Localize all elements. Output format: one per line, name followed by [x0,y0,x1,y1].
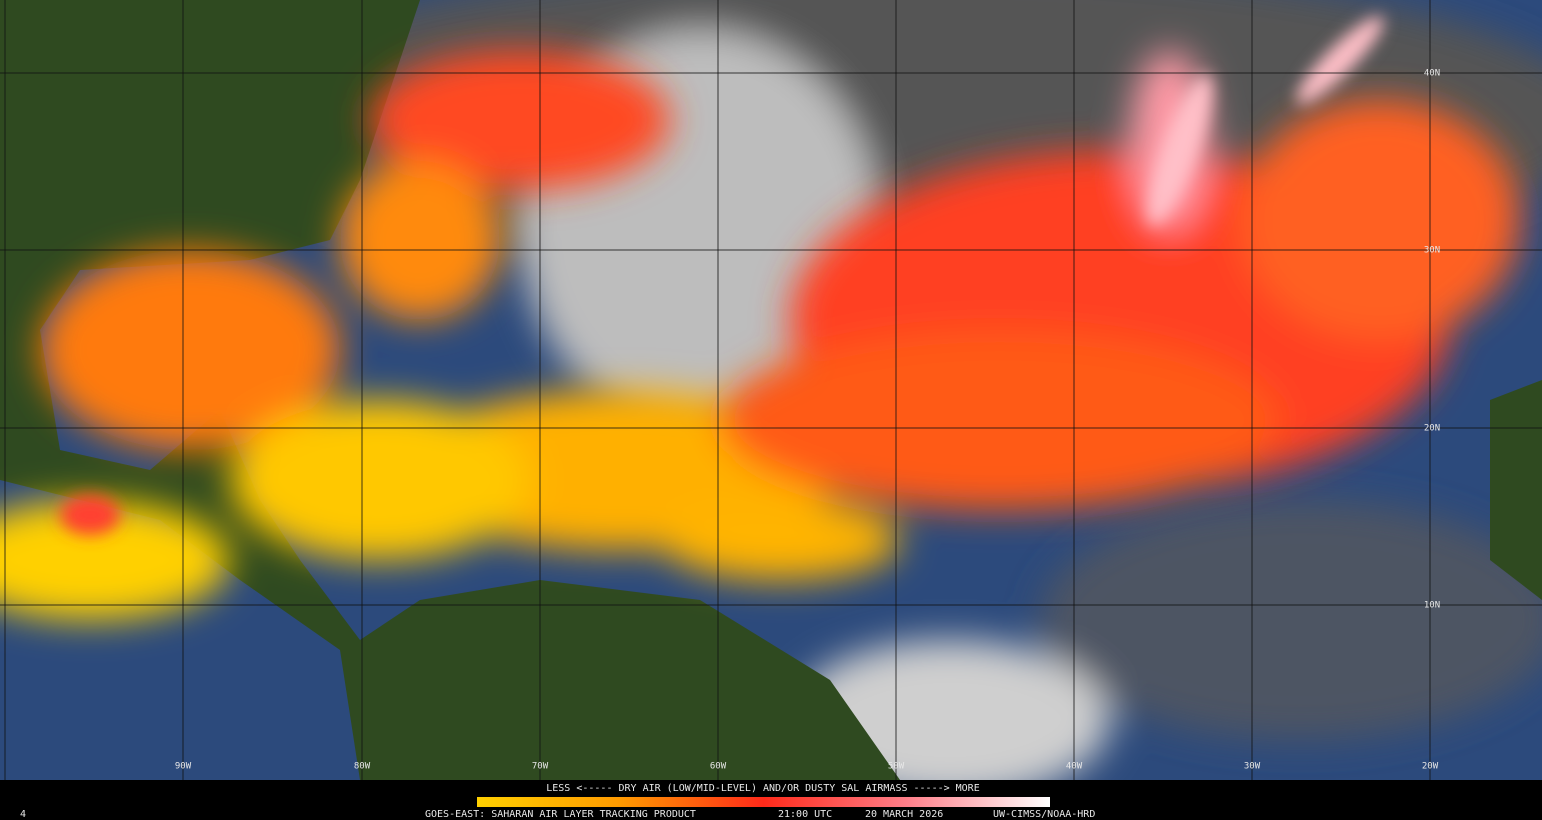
color-bar [477,797,1050,807]
credit: UW-CIMSS/NOAA-HRD [993,809,1095,820]
dust-layer [0,50,1520,620]
latitude-label: 30N [1424,246,1440,256]
longitude-label: 50W [888,762,905,772]
graticule [0,0,1542,780]
latitude-label: 10N [1424,601,1440,611]
longitude-label: 40W [1066,762,1083,772]
frame-number: 4 [20,809,26,820]
latitude-label: 40N [1424,69,1440,79]
latitude-label: 20N [1424,424,1440,434]
imagery [0,0,1542,800]
longitude-label: 70W [532,762,549,772]
longitude-label: 30W [1244,762,1261,772]
land [1490,380,1542,600]
time: 21:00 UTC [778,809,832,820]
longitude-label: 60W [710,762,727,772]
longitude-label: 20W [1422,762,1439,772]
date: 20 MARCH 2026 [865,809,943,820]
longitude-label: 80W [354,762,371,772]
longitude-label: 90W [175,762,192,772]
graticule-labels: 90W 80W 70W 60W 50W 40W 30W 20W 40N 30N 20N 10N [175,69,1440,772]
legend-caption: LESS <----- DRY AIR (LOW/MID-LEVEL) AND/… [546,783,979,794]
product-name: GOES-EAST: SAHARAN AIR LAYER TRACKING PR… [425,809,696,820]
land [0,0,900,780]
